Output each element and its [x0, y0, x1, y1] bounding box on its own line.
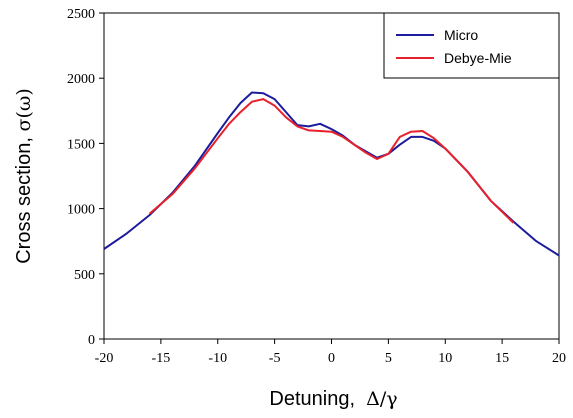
y-tick-label: 500 [74, 268, 95, 283]
legend-label-debye-mie: Debye-Mie [444, 50, 512, 66]
x-tick-label: -10 [208, 351, 227, 366]
legend-label-micro: Micro [444, 27, 478, 43]
y-tick-label: 0 [88, 333, 95, 348]
x-axis-title-text: Detuning, [269, 388, 366, 410]
legend: Micro Debye-Mie [383, 12, 560, 79]
y-axis-title-symbol: σ(ω) [13, 88, 35, 131]
axis-titles: Detuning, Δ/γ Cross section, σ(ω) [13, 88, 398, 410]
x-tick-label: 5 [385, 351, 392, 366]
x-tick-label: -15 [152, 351, 171, 366]
y-tick-label: 1500 [67, 137, 95, 152]
y-tick-label: 2000 [67, 72, 95, 87]
x-tick-label: 10 [438, 351, 452, 366]
series-line-micro [103, 91, 560, 257]
x-tick-label: 0 [328, 351, 335, 366]
legend-box [383, 12, 560, 79]
y-tick-label: 2500 [67, 7, 95, 22]
axis-ticks: 0 500 1000 1500 2000 2500 -20 -15 -10 -5 0 5 10 15 20 [67, 7, 566, 366]
y-tick-label: 1000 [67, 203, 95, 218]
x-tick-label: -20 [95, 351, 114, 366]
y-axis-title-text: Cross section, [13, 132, 35, 264]
x-axis-title-symbol: Δ/γ [366, 388, 397, 410]
x-axis-title: Detuning, Δ/γ [269, 388, 397, 410]
x-tick-label: 20 [552, 351, 566, 366]
y-axis-title: Cross section, σ(ω) [13, 88, 35, 264]
x-tick-label: 15 [495, 351, 509, 366]
series-lines [103, 91, 560, 257]
series-line-debye-mie [148, 98, 515, 224]
x-tick-label: -5 [269, 351, 281, 366]
